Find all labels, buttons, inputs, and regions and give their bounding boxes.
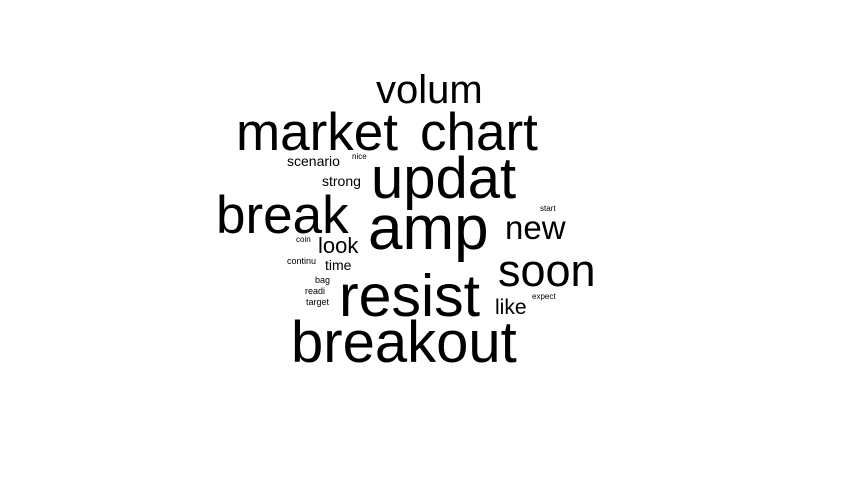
word-market: market [236,103,398,162]
word-time: time [325,257,352,273]
word-like: like [495,296,527,319]
word-bag: bag [315,275,331,285]
word-nice: nice [352,152,367,161]
word-resist: resist [339,263,480,329]
word-break: break [216,186,349,245]
word-new: new [505,209,566,246]
word-scenario: scenario [287,153,340,169]
word-look: look [318,233,359,258]
word-coin: coin [296,235,311,244]
word-chart: chart [420,103,538,162]
word-continu: continu [287,256,317,266]
word-volum: volum [376,68,483,112]
word-breakout: breakout [291,310,517,375]
word-target: target [306,297,330,307]
word-expect: expect [532,292,556,301]
word-updat: updat [371,146,517,211]
word-soon: soon [498,245,596,296]
word-start: start [540,204,556,213]
word-amp: amp [368,194,489,263]
word-readi: readi [305,286,326,296]
word-strong: strong [322,173,361,189]
